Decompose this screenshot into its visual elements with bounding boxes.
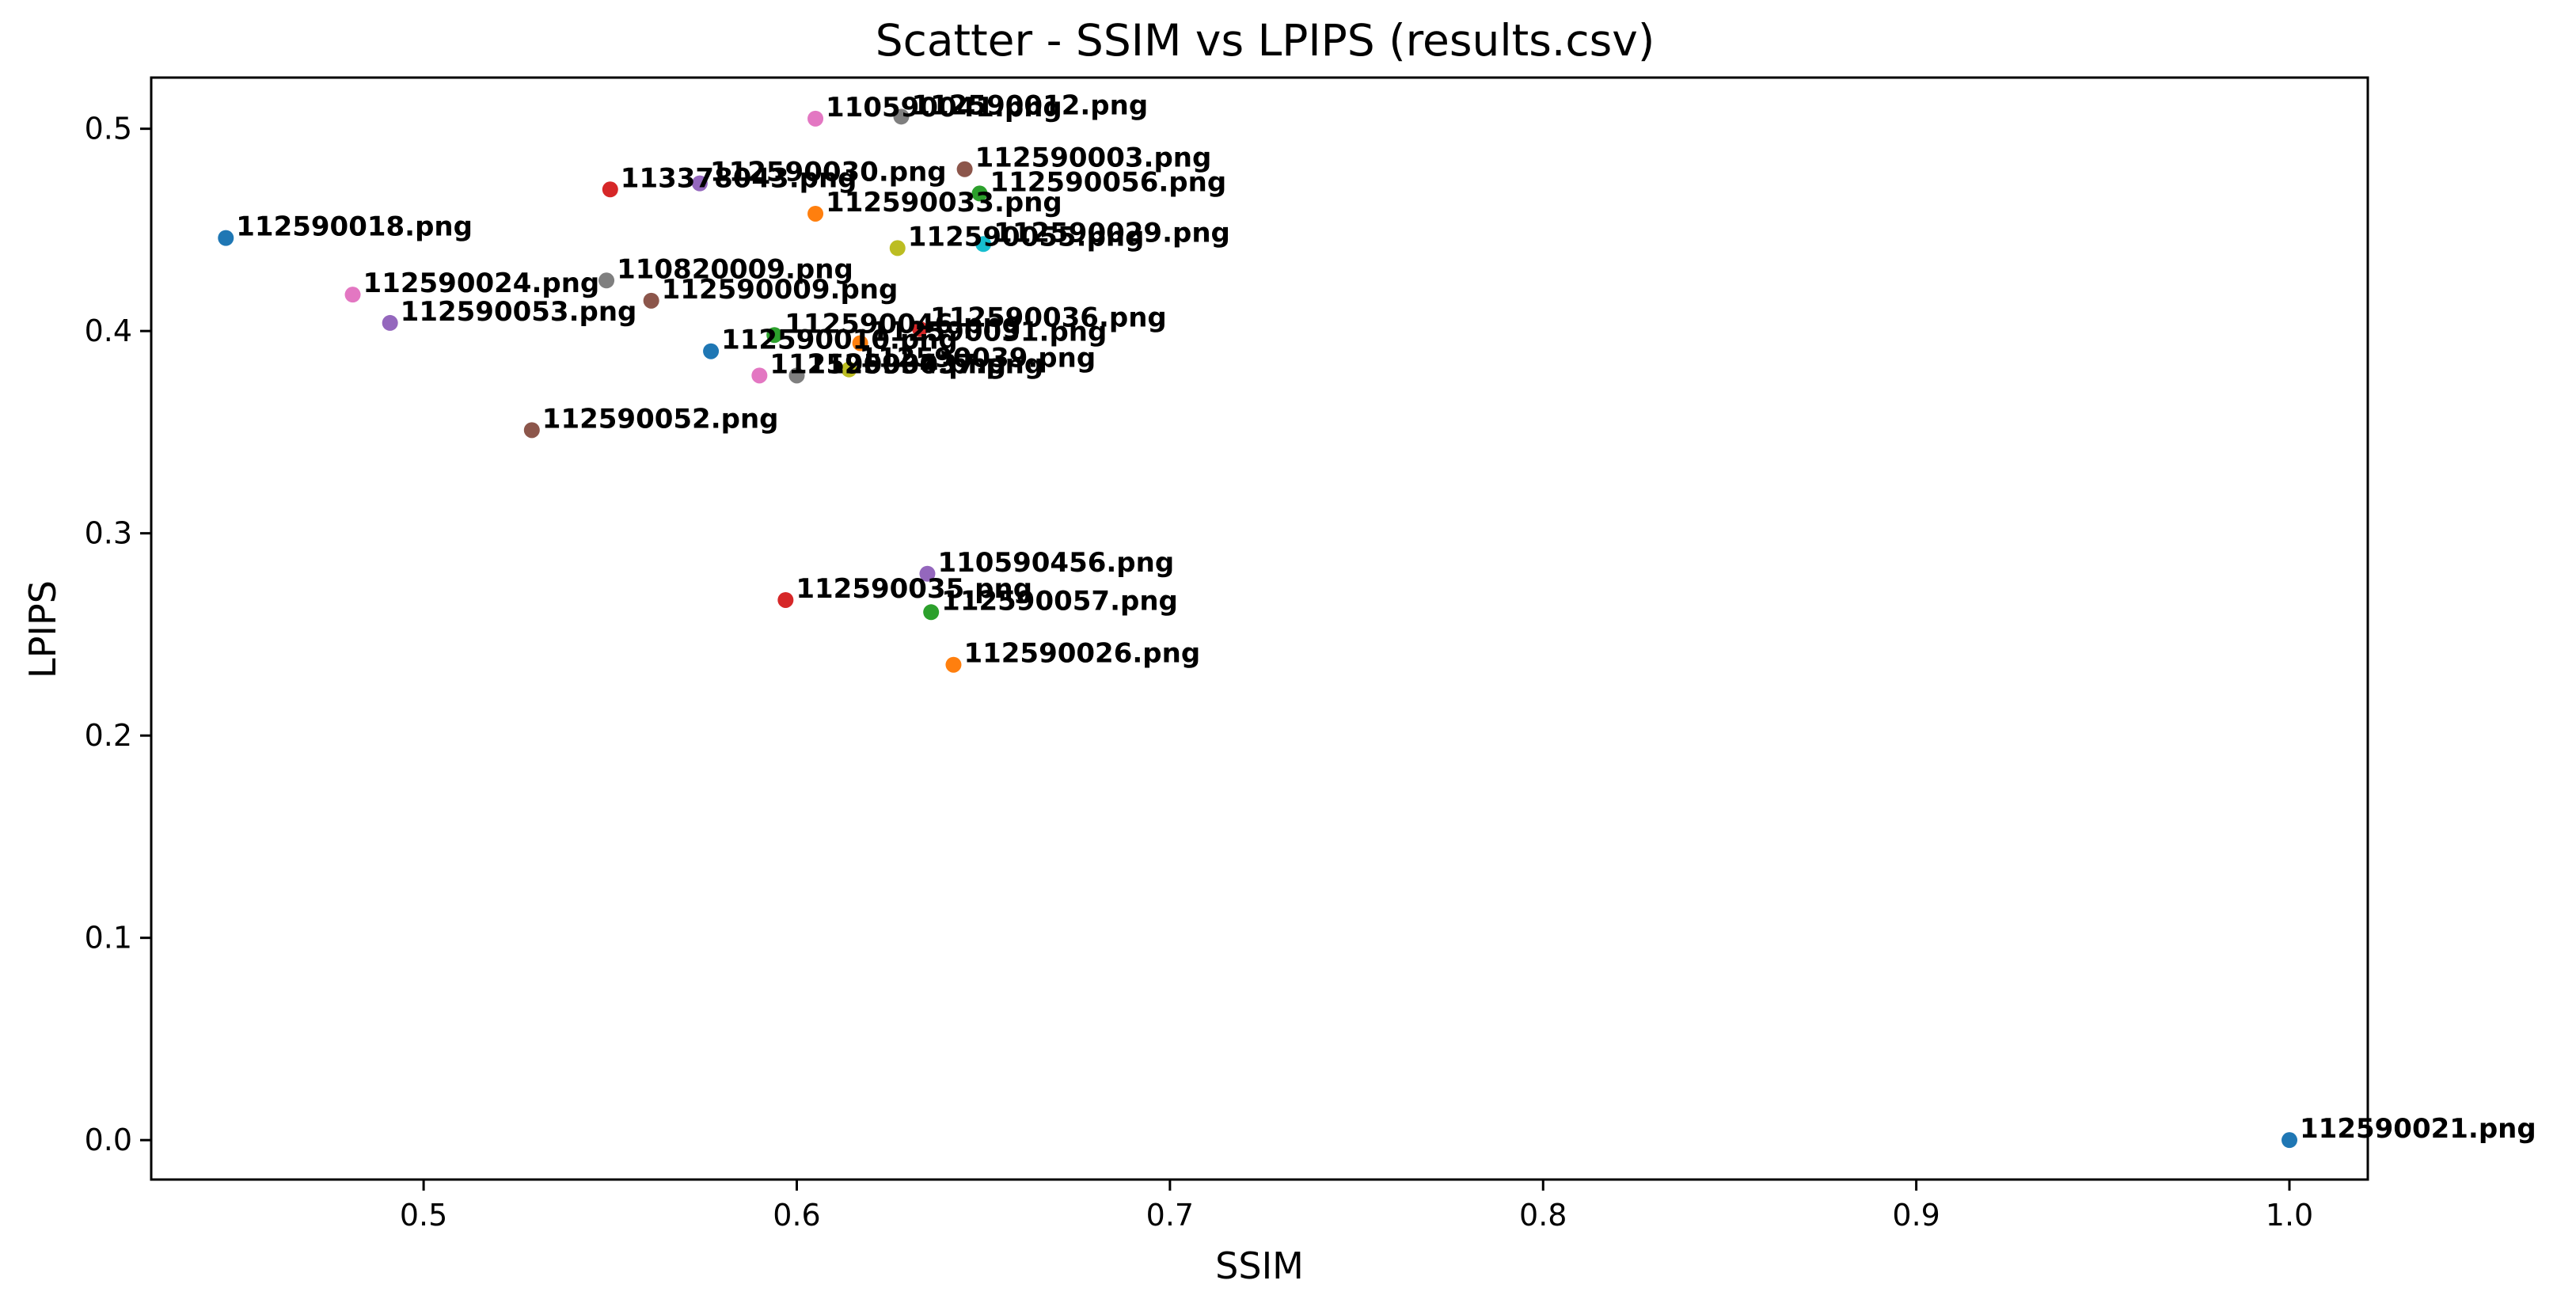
data-point: [382, 314, 398, 331]
data-point-label: 112590033.png: [826, 187, 1062, 218]
data-point-label: 113378043.png: [621, 162, 857, 194]
data-point: [912, 321, 929, 337]
data-point: [598, 272, 615, 289]
data-point-label: 112590046.png: [785, 308, 1021, 340]
data-point: [893, 108, 910, 125]
data-point-label: 112590003.png: [975, 142, 1212, 174]
data-point-label: 112590030.png: [710, 157, 947, 188]
y-axis-ticks: 0.0 0.1 0.2 0.3 0.4 0.5: [85, 112, 151, 1157]
data-point-label: 112590036.png: [930, 302, 1167, 334]
x-tick-label: 0.9: [1892, 1198, 1940, 1233]
data-point-label: 112590029.png: [994, 217, 1230, 249]
x-tick-label: 0.7: [1146, 1198, 1194, 1233]
y-tick-label: 0.2: [85, 718, 132, 753]
plot-area: [150, 76, 2369, 1181]
data-point-label: 112590034.png: [769, 348, 1006, 380]
y-axis-label: LPIPS: [21, 580, 64, 678]
data-point: [889, 240, 906, 256]
data-point-label: 112590018.png: [236, 211, 473, 243]
data-point: [777, 591, 794, 608]
data-point-label: 112590053.png: [401, 296, 637, 328]
y-tick-label: 0.1: [85, 921, 132, 956]
data-point-label: 112590056.png: [990, 166, 1226, 198]
data-point: [975, 236, 992, 253]
data-point-label: 112590055.png: [908, 221, 1145, 253]
data-point: [971, 185, 988, 202]
data-points: [218, 108, 2298, 1149]
data-point-label: 112590037.png: [807, 348, 1043, 380]
x-axis-ticks: 0.5 0.6 0.7 0.8 0.9 1.0: [400, 1180, 2313, 1233]
data-point: [923, 604, 940, 621]
data-point: [2282, 1132, 2298, 1149]
data-point-label: 112590031.png: [871, 316, 1108, 348]
data-point-label: 112590012.png: [911, 89, 1148, 121]
data-point: [643, 292, 659, 309]
data-point: [807, 110, 824, 127]
data-point: [218, 230, 234, 246]
data-point-label: 112590035.png: [796, 573, 1032, 605]
data-point-label: 112590052.png: [542, 403, 779, 435]
data-point: [788, 367, 805, 384]
data-point: [841, 361, 857, 378]
y-tick-label: 0.5: [85, 112, 132, 146]
data-point-label: 112590039.png: [859, 343, 1096, 374]
y-tick-label: 0.4: [85, 313, 132, 348]
y-tick-label: 0.0: [85, 1123, 132, 1157]
data-point: [751, 367, 768, 384]
chart-title: Scatter - SSIM vs LPIPS (results.csv): [876, 15, 1655, 66]
x-tick-label: 1.0: [2266, 1198, 2313, 1233]
data-point-label: 112590021.png: [2300, 1113, 2536, 1145]
data-point: [852, 335, 868, 351]
data-point-label: 110590041.png: [826, 92, 1062, 123]
data-point: [945, 656, 962, 673]
x-tick-label: 0.8: [1519, 1198, 1567, 1233]
data-point-label: 112590010.png: [721, 325, 958, 356]
data-point-label: 110820009.png: [617, 253, 853, 285]
x-axis-label: SSIM: [1215, 1244, 1304, 1287]
data-point: [766, 327, 783, 344]
data-point: [807, 205, 824, 222]
data-point: [523, 422, 540, 439]
data-point-label: 112590024.png: [363, 268, 600, 299]
data-point: [919, 565, 936, 582]
x-tick-label: 0.5: [400, 1198, 447, 1233]
data-point-label: 112590026.png: [963, 638, 1200, 670]
data-point: [956, 161, 973, 177]
data-point: [602, 181, 618, 198]
data-point: [691, 175, 708, 192]
x-tick-label: 0.6: [773, 1198, 820, 1233]
data-point: [344, 287, 361, 303]
data-point: [703, 343, 720, 359]
data-point-label: 112590057.png: [941, 585, 1178, 617]
data-point-label: 112590009.png: [662, 274, 899, 306]
y-tick-label: 0.3: [85, 516, 132, 551]
data-point-label: 110590456.png: [937, 547, 1174, 579]
